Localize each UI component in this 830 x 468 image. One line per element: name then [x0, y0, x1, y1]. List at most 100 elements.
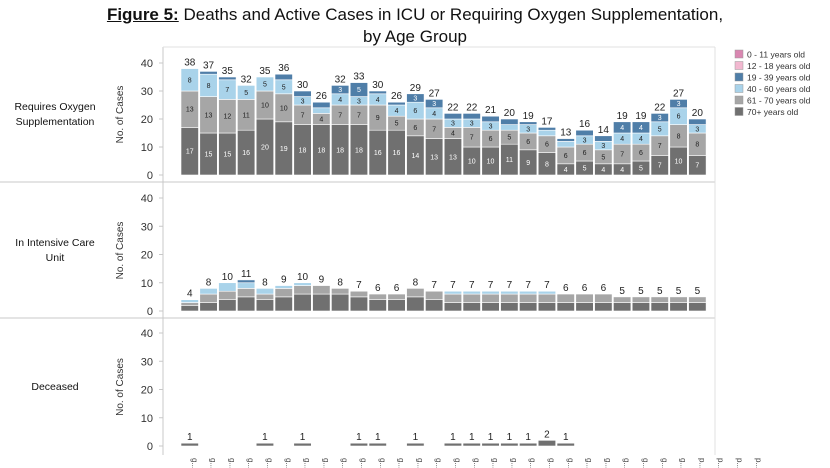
- bar-segment: [349, 82, 369, 97]
- bar-segment: [425, 290, 444, 301]
- panel-title: Unit: [46, 252, 65, 264]
- panel-title: Supplementation: [16, 116, 95, 128]
- bar-segment: [387, 299, 406, 312]
- segment-value-label: 6: [526, 139, 530, 146]
- legend-swatch: [734, 49, 744, 59]
- bar-segment: [349, 290, 369, 298]
- bar-segment: [537, 290, 557, 295]
- bar-total-label: 21: [485, 105, 497, 116]
- x-tick-label: g...: [190, 458, 199, 468]
- segment-value-label: 5: [601, 154, 605, 161]
- x-tick-label: g...: [359, 458, 368, 468]
- bar-total-label: 35: [222, 66, 234, 77]
- bar-segment: [575, 293, 594, 303]
- y-tick-label: 0: [147, 441, 153, 453]
- bar-segment: [669, 296, 688, 303]
- segment-value-label: 4: [601, 167, 605, 174]
- segment-value-label: 11: [506, 157, 513, 164]
- segment-value-label: 4: [376, 97, 380, 104]
- bar-segment: [331, 85, 350, 95]
- x-tick-label: g...: [585, 458, 594, 468]
- segment-value-label: 8: [695, 142, 699, 149]
- bar-segment: [237, 288, 256, 298]
- segment-value-label: 18: [299, 147, 307, 154]
- bar-segment: [481, 442, 500, 447]
- bar-segment: [218, 282, 237, 292]
- legend-label: 19 - 39 years old: [747, 73, 811, 83]
- y-tick-label: 0: [147, 170, 153, 182]
- segment-value-label: 7: [658, 143, 662, 150]
- bar-segment: [293, 282, 312, 286]
- segment-value-label: 3: [451, 121, 455, 128]
- bar-segment: [312, 293, 331, 312]
- segment-value-label: 6: [583, 150, 587, 157]
- bar-segment: [274, 288, 293, 298]
- segment-value-label: 4: [319, 117, 323, 124]
- y-tick-label: 20: [141, 385, 153, 397]
- bar-total-label: 9: [319, 275, 325, 286]
- x-tick-label: g...: [415, 458, 424, 468]
- bar-total-label: 6: [563, 283, 569, 294]
- bar-segment: [312, 107, 331, 114]
- bar-segment: [199, 293, 218, 303]
- bar-total-label: 7: [544, 280, 550, 291]
- segment-value-label: 7: [470, 135, 474, 142]
- bar-segment: [255, 299, 275, 312]
- segment-value-label: 6: [413, 108, 417, 115]
- bar-segment: [406, 442, 425, 447]
- legend-label: 12 - 18 years old: [747, 61, 811, 71]
- segment-value-label: 8: [188, 77, 192, 84]
- segment-value-label: 5: [395, 121, 399, 128]
- bar-segment: [500, 118, 519, 125]
- bar-segment: [462, 290, 481, 295]
- bar-total-label: 1: [375, 432, 381, 443]
- bar-total-label: 5: [695, 286, 701, 297]
- x-tick-label: g...: [246, 458, 255, 468]
- legend-swatch: [734, 107, 744, 116]
- segment-value-label: 10: [280, 105, 288, 112]
- y-axis-label: No. of Cases: [115, 222, 126, 280]
- bar-segment: [500, 302, 519, 312]
- bar-segment: [631, 296, 651, 303]
- bar-total-label: 33: [353, 72, 365, 83]
- bar-total-label: 7: [469, 280, 475, 291]
- bar-total-label: 30: [372, 80, 384, 91]
- segment-value-label: 3: [601, 143, 605, 150]
- bar-segment: [237, 279, 256, 284]
- bar-total-label: 10: [222, 272, 234, 283]
- segment-value-label: 10: [675, 159, 683, 166]
- bar-segment: [688, 302, 707, 312]
- bar-segment: [199, 302, 218, 312]
- bar-total-label: 1: [450, 432, 456, 443]
- bar-total-label: 20: [504, 108, 516, 119]
- segment-value-label: 5: [282, 84, 286, 91]
- segment-value-label: 10: [487, 159, 495, 166]
- bar-segment: [594, 302, 613, 312]
- bar-segment: [537, 129, 557, 137]
- x-tick-label: g...: [453, 458, 462, 468]
- segment-value-label: 5: [263, 82, 267, 89]
- segment-value-label: 7: [658, 163, 662, 170]
- title-line-1: Deaths and Active Cases in ICU or Requir…: [183, 5, 724, 24]
- segment-value-label: 3: [338, 87, 342, 94]
- bar-total-label: 35: [259, 66, 271, 77]
- segment-value-label: 6: [639, 150, 643, 157]
- bar-segment: [650, 113, 669, 123]
- chart-title: Figure 5: Deaths and Active Cases in ICU…: [0, 4, 830, 48]
- bar-total-label: 36: [278, 63, 290, 74]
- bar-segment: [443, 290, 463, 295]
- bar-segment: [218, 290, 237, 301]
- y-tick-label: 40: [141, 328, 153, 340]
- bar-total-label: 8: [262, 277, 268, 288]
- segment-value-label: 4: [395, 108, 399, 115]
- x-tick-label: g...: [378, 458, 387, 468]
- bar-segment: [519, 121, 538, 125]
- segment-value-label: 3: [658, 115, 662, 122]
- y-axis-label: No. of Cases: [115, 86, 126, 144]
- segment-value-label: 13: [186, 107, 194, 114]
- figure-number: Figure 5:: [106, 5, 179, 24]
- segment-value-label: 11: [243, 112, 250, 119]
- x-tick-label: g...: [660, 458, 669, 468]
- bar-segment: [462, 293, 481, 303]
- bar-segment: [462, 302, 481, 312]
